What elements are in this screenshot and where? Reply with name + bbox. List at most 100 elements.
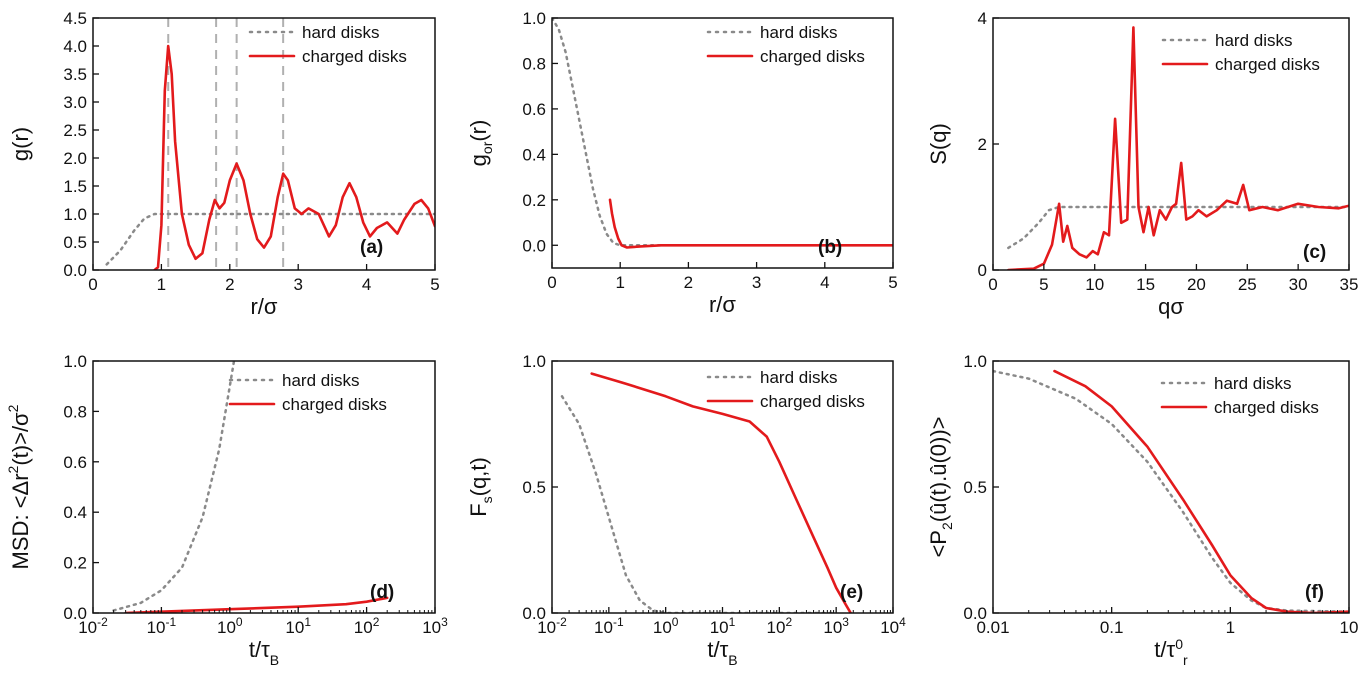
x-tick-label: 1 bbox=[157, 275, 166, 294]
series-charged-disks bbox=[124, 596, 389, 613]
panel-e: 10-2 10-1 100 101 102 103 104 0.0 0.5 1.0 t/τB Fs(q… bbox=[466, 352, 906, 668]
y-axis-label: S(q) bbox=[926, 123, 951, 165]
y-axis-label: Fs(q,t) bbox=[466, 457, 495, 517]
y-tick-label: 2.0 bbox=[63, 149, 87, 168]
x-tick-label: 10-1 bbox=[147, 615, 177, 637]
x-tick-label: 102 bbox=[354, 615, 380, 637]
legend-label-charged-disks: charged disks bbox=[1214, 398, 1319, 417]
legend: hard disks charged disks bbox=[228, 371, 387, 414]
x-tick-label: 20 bbox=[1187, 275, 1206, 294]
plot-area bbox=[560, 372, 852, 613]
y-tick-label: 3.0 bbox=[63, 93, 87, 112]
y-tick-label: 2 bbox=[978, 135, 987, 154]
x-tick-label: 0 bbox=[988, 275, 997, 294]
series-hard-disks bbox=[112, 361, 236, 612]
y-axis-label: MSD: <Δr2(t)>/σ2 bbox=[5, 404, 33, 569]
y-tick-label: 0 bbox=[978, 261, 987, 280]
axes-frame bbox=[551, 17, 894, 269]
x-tick-label: 1 bbox=[615, 273, 624, 292]
legend: hard disks charged disks bbox=[1161, 31, 1320, 74]
x-tick-label: 100 bbox=[653, 615, 679, 637]
x-tick-label: 30 bbox=[1289, 275, 1308, 294]
series-charged-disks bbox=[590, 372, 852, 613]
legend-label-charged-disks: charged disks bbox=[760, 392, 865, 411]
plot-area bbox=[105, 44, 435, 270]
y-tick-label: 2.5 bbox=[63, 121, 87, 140]
x-tick-label: 25 bbox=[1238, 275, 1257, 294]
x-tick-label: 100 bbox=[217, 615, 243, 637]
x-tick-label: 3 bbox=[293, 275, 302, 294]
x-tick-label: 102 bbox=[767, 615, 793, 637]
series-hard-disks bbox=[105, 212, 435, 266]
plot-area bbox=[552, 18, 893, 249]
x-tick-label: 35 bbox=[1340, 275, 1359, 294]
x-tick-label: 104 bbox=[880, 615, 906, 637]
y-axis-label: g(r) bbox=[8, 127, 33, 161]
legend-label-hard-disks: hard disks bbox=[282, 371, 359, 390]
y-tick-label: 1.0 bbox=[63, 352, 87, 371]
y-tick-label: 0.8 bbox=[522, 54, 546, 73]
panel-c: 0 5 10 15 20 25 30 35 0 2 4 qσ S(q) hard disks charged… bbox=[926, 9, 1359, 319]
y-tick-label: 0.0 bbox=[522, 236, 546, 255]
y-tick-label: 0.8 bbox=[63, 402, 87, 421]
plot-area bbox=[993, 369, 1349, 613]
legend-label-hard-disks: hard disks bbox=[1215, 31, 1292, 50]
legend: hard disks charged disks bbox=[1160, 374, 1319, 417]
series-hard-disks bbox=[1007, 205, 1349, 250]
y-tick-label: 0.5 bbox=[963, 478, 987, 497]
x-tick-label: 2 bbox=[225, 275, 234, 294]
panel-a: 0 1 2 3 4 5 0.0 0.5 1.0 1.5 2.0 2.5 3.0 3.5 4.0 4.5 r/σ g… bbox=[8, 9, 440, 319]
x-axis-label: r/σ bbox=[709, 292, 736, 317]
y-tick-label: 0.6 bbox=[63, 453, 87, 472]
x-tick-label: 15 bbox=[1136, 275, 1155, 294]
legend-label-charged-disks: charged disks bbox=[760, 47, 865, 66]
panel-tag: (f) bbox=[1305, 582, 1324, 603]
y-tick-label: 0.2 bbox=[63, 554, 87, 573]
x-tick-label: 1 bbox=[1226, 618, 1235, 637]
series-hard-disks bbox=[552, 18, 893, 247]
panel-tag: (c) bbox=[1303, 242, 1326, 263]
y-tick-label: 0.0 bbox=[963, 604, 987, 623]
y-tick-label: 0.4 bbox=[522, 145, 546, 164]
x-tick-label: 2 bbox=[684, 273, 693, 292]
y-axis-label: <P2(û(t).û(0))> bbox=[926, 416, 955, 557]
y-tick-label: 0.0 bbox=[63, 261, 87, 280]
y-tick-label: 0.5 bbox=[63, 233, 87, 252]
y-tick-label: 1.0 bbox=[522, 9, 546, 28]
panel-tag: (e) bbox=[840, 582, 863, 603]
panel-f: 0.01 0.1 1 10 0.0 0.5 1.0 t/τ0r <P2(û(t).û(0))> h… bbox=[926, 352, 1359, 668]
y-tick-label: 0.0 bbox=[522, 604, 546, 623]
y-tick-label: 1.0 bbox=[963, 352, 987, 371]
legend-label-hard-disks: hard disks bbox=[1214, 374, 1291, 393]
series-charged-disks bbox=[1053, 369, 1349, 613]
y-tick-label: 4.0 bbox=[63, 37, 87, 56]
x-tick-label: 10-2 bbox=[537, 615, 567, 637]
series-charged-disks bbox=[153, 44, 435, 270]
y-tick-label: 1.0 bbox=[63, 205, 87, 224]
axes-frame bbox=[92, 360, 436, 614]
x-tick-label: 101 bbox=[285, 615, 311, 637]
panel-tag: (d) bbox=[370, 582, 394, 603]
panel-tag: (b) bbox=[818, 237, 842, 258]
x-tick-label: 5 bbox=[1039, 275, 1048, 294]
y-tick-label: 0.6 bbox=[522, 100, 546, 119]
y-tick-label: 0.0 bbox=[63, 604, 87, 623]
y-tick-label: 4 bbox=[978, 9, 987, 28]
legend: hard disks charged disks bbox=[706, 368, 865, 411]
x-axis-label: t/τ0r bbox=[1154, 636, 1188, 668]
y-tick-label: 1.0 bbox=[522, 352, 546, 371]
x-tick-label: 0 bbox=[547, 273, 556, 292]
axes-frame bbox=[92, 17, 436, 271]
legend-label-charged-disks: charged disks bbox=[302, 47, 407, 66]
x-tick-label: 0.01 bbox=[976, 618, 1009, 637]
y-tick-label: 0.4 bbox=[63, 503, 87, 522]
panel-b: 0 1 2 3 4 5 0.0 0.2 0.4 0.6 0.8 1.0 r/σ gor(r) hard di… bbox=[466, 9, 898, 317]
x-axis-label: t/τB bbox=[249, 637, 279, 668]
x-tick-label: 4 bbox=[362, 275, 371, 294]
series-charged-disks bbox=[608, 198, 893, 249]
y-tick-label: 0.5 bbox=[522, 478, 546, 497]
series-hard-disks bbox=[560, 395, 838, 613]
x-tick-label: 0.1 bbox=[1100, 618, 1124, 637]
legend-label-charged-disks: charged disks bbox=[1215, 55, 1320, 74]
